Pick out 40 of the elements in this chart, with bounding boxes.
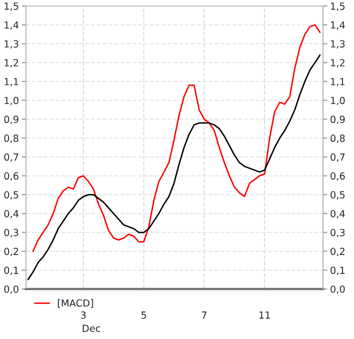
x-tick-label: 3 [81, 311, 86, 319]
y-tick-label: 0,8 [4, 134, 18, 143]
line-series [27, 54, 321, 280]
y2-tick-label: 0,9 [330, 116, 345, 124]
y2-tick-label: 0,1 [330, 266, 345, 275]
y-tick-label: 1,0 [4, 96, 18, 106]
y-tick-label: 0,3 [4, 228, 18, 238]
y-tick-label: 0,1 [4, 266, 18, 275]
y-tick-label: 1,2 [4, 59, 18, 68]
y-tick-label: 0,5 [4, 191, 18, 200]
y-tick-label: 1,3 [4, 40, 18, 49]
y-tick-label: 1,4 [4, 21, 19, 30]
y2-tick-label: 0,3 [330, 228, 345, 238]
y2-tick-label: 0,5 [330, 191, 345, 200]
y-tick-label: 0,2 [4, 248, 18, 256]
y-tick-label: 0,6 [4, 172, 18, 181]
x-tick-label: 7 [202, 312, 206, 319]
y-tick-label: 0,7 [4, 153, 18, 162]
y2-tick-label: 0,4 [330, 210, 345, 218]
line-series [32, 24, 321, 252]
y2-tick-label: 1,0 [331, 96, 345, 106]
y-tick-label: 0,0 [4, 285, 18, 294]
y-tick-label: 1,5 [4, 2, 18, 11]
y-tick-label: 0,9 [4, 116, 18, 124]
y2-tick-label: 0,6 [330, 172, 345, 181]
y-tick-label: 0,4 [4, 210, 19, 218]
y2-tick-label: 0,0 [330, 285, 345, 294]
y2-tick-label: 0,7 [330, 153, 345, 162]
text: Dec [82, 324, 100, 332]
y2-tick-label: 1,2 [331, 59, 344, 68]
y2-tick-label: 1,3 [331, 40, 345, 49]
x-tick-label: 5 [141, 312, 146, 319]
x-tick-label: 11 [259, 312, 270, 319]
legend-label: [MACD] [58, 299, 94, 308]
y2-tick-label: 1,5 [331, 2, 345, 11]
y-tick-label: 1,1 [4, 78, 18, 86]
y2-tick-label: 1,1 [331, 78, 345, 86]
y2-tick-label: 1,4 [331, 21, 345, 30]
y2-tick-label: 0,2 [330, 248, 344, 256]
y2-tick-label: 0,8 [330, 134, 345, 143]
